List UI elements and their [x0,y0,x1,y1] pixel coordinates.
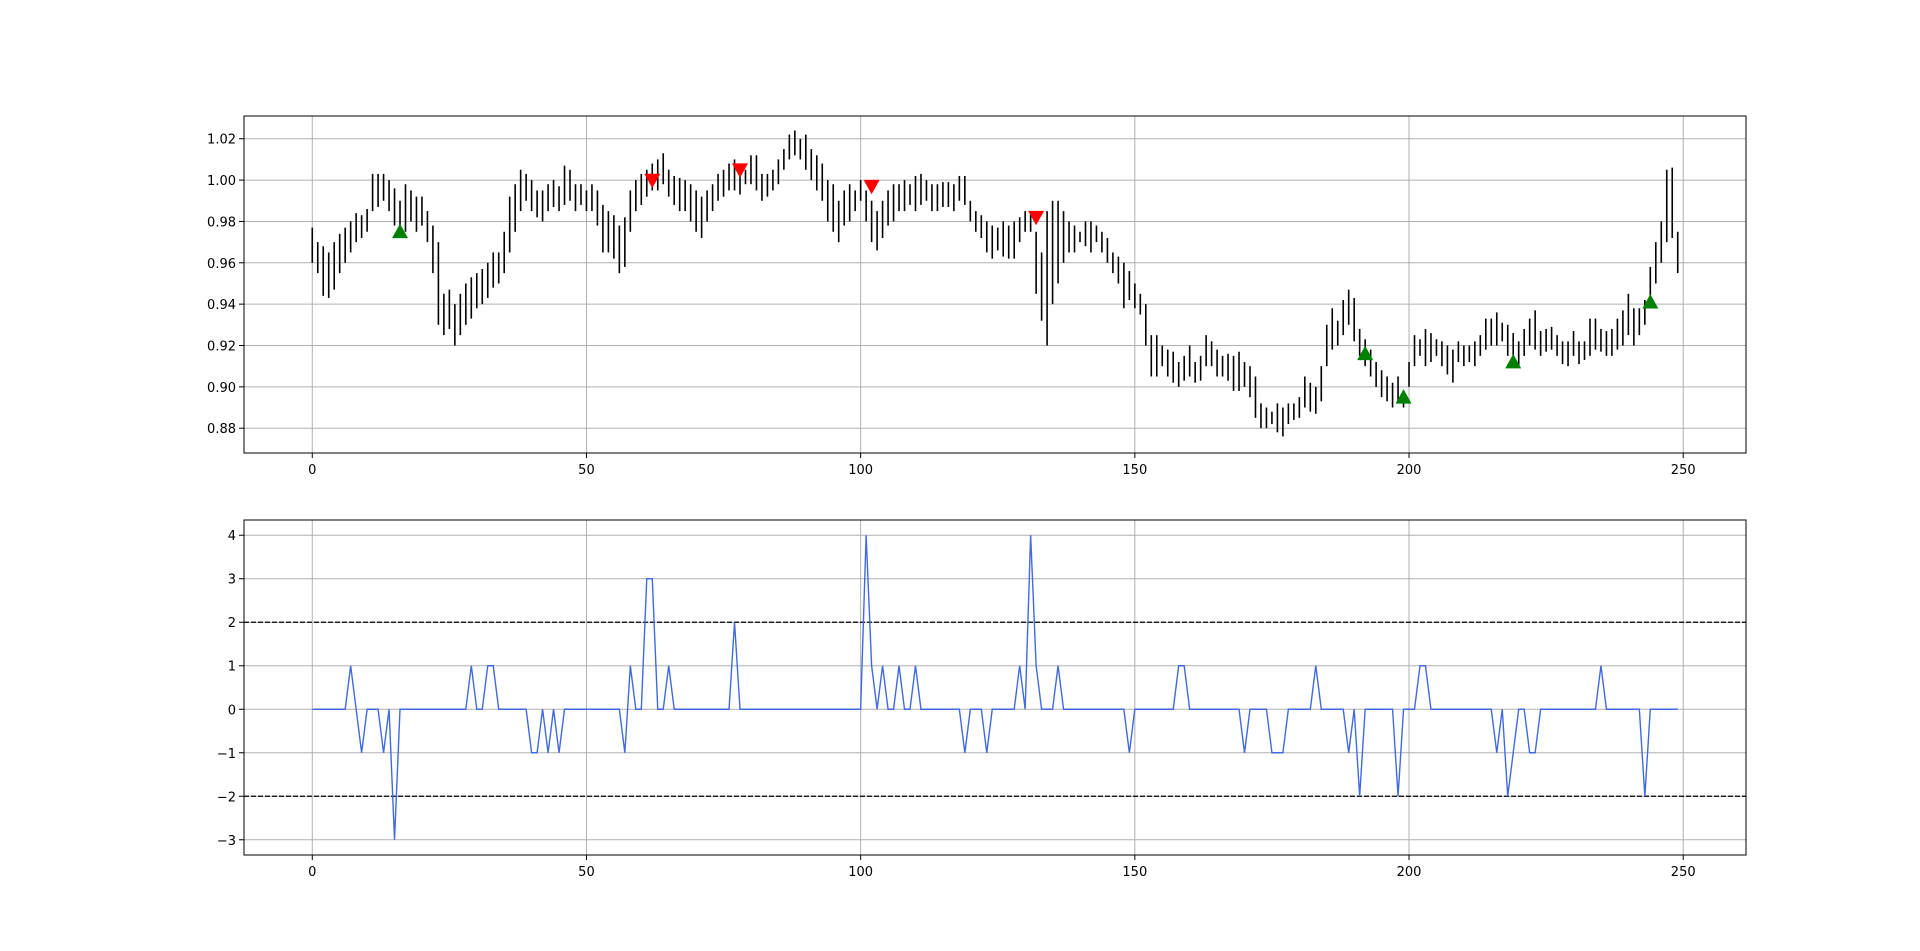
signal-line [312,535,1678,840]
signal-marker [732,163,749,178]
signal-marker [863,179,880,195]
y-tick-label: −3 [217,834,236,849]
y-tick-label: 2 [228,616,236,631]
x-tick-label: 100 [848,865,873,880]
signal-marker [644,173,661,189]
y-tick-label: 0 [228,703,236,718]
x-tick-label: 200 [1397,865,1422,880]
x-tick-label: 100 [848,463,873,478]
x-tick-label: 0 [308,865,316,880]
axes-frame [243,115,1747,454]
x-tick-label: 200 [1397,463,1422,478]
axes-frame [243,519,1747,856]
x-tick-label: 250 [1671,463,1696,478]
y-tick-label: −1 [217,747,236,762]
signal-marker [1642,294,1659,309]
y-tick-label: 3 [228,573,236,588]
y-tick-label: 4 [228,529,236,544]
x-tick-label: 250 [1671,865,1696,880]
y-tick-label: 0.92 [207,339,236,354]
x-tick-label: 150 [1122,463,1147,478]
y-tick-label: −2 [217,790,236,805]
signal-marker [1505,354,1522,369]
x-tick-label: 0 [308,463,316,478]
signal-marker [1028,210,1045,226]
x-tick-label: 150 [1122,865,1147,880]
x-tick-label: 50 [578,463,595,478]
y-tick-label: 0.98 [207,215,236,230]
signal-marker [1357,345,1374,361]
y-tick-label: 1 [228,660,236,675]
y-tick-label: 1.00 [207,174,236,189]
signal-marker [392,223,409,239]
y-tick-label: 0.90 [207,381,236,396]
y-tick-label: 0.94 [207,298,236,313]
y-tick-label: 1.02 [207,133,236,148]
signal-marker [1395,389,1412,404]
x-tick-label: 50 [578,865,595,880]
y-tick-label: 0.96 [207,257,236,272]
y-tick-label: 0.88 [207,422,236,437]
